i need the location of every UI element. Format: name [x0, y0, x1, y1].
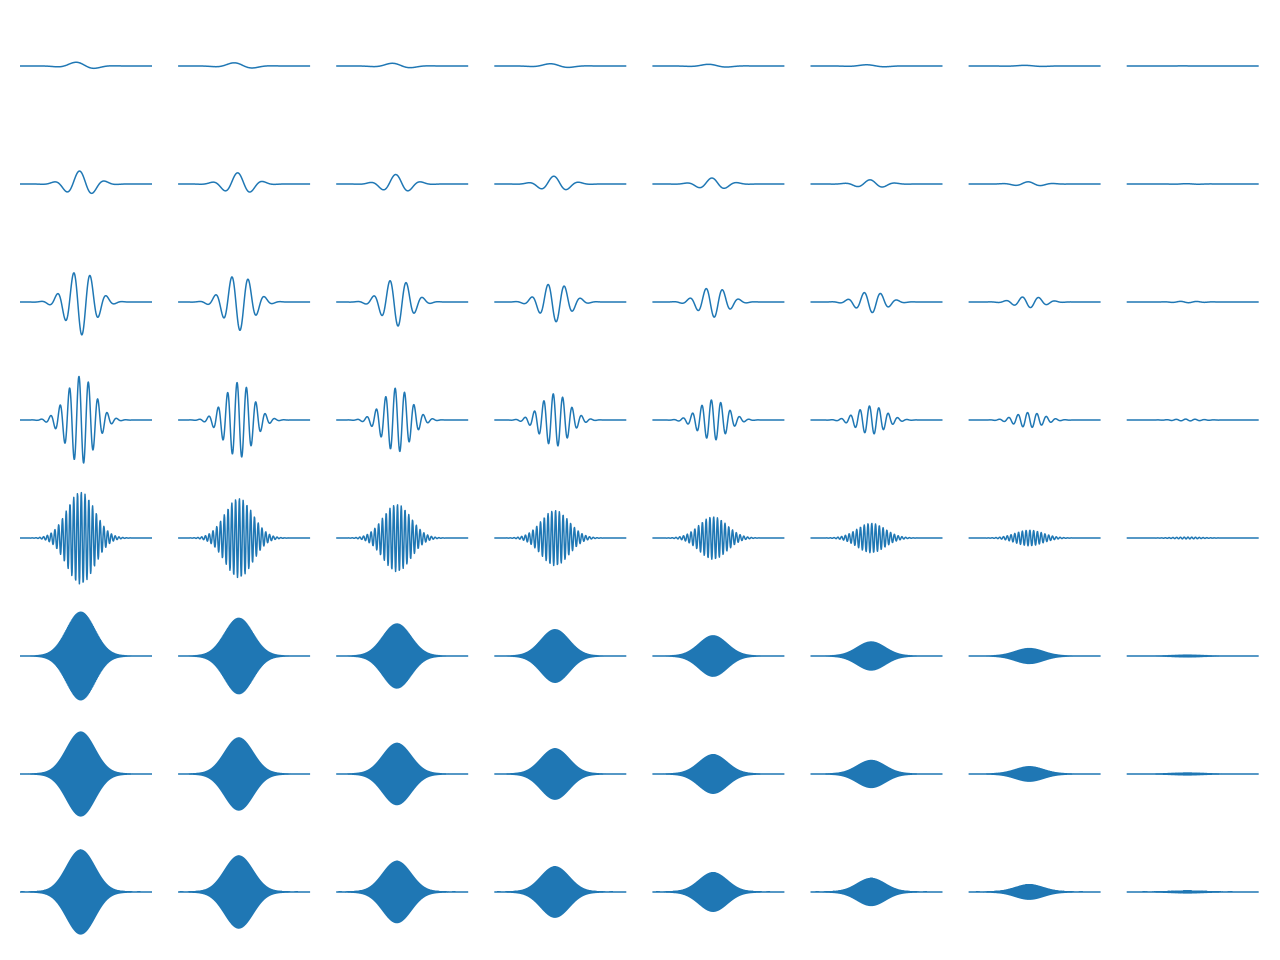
wave-line [335, 623, 469, 689]
wave-line [493, 510, 627, 567]
wave-line [1125, 772, 1260, 776]
wave-line [651, 872, 786, 912]
wave-line [19, 849, 153, 935]
wave-line [968, 296, 1102, 309]
wave-line [1126, 418, 1260, 422]
wave-line [651, 399, 785, 441]
wave-line [19, 272, 153, 336]
wave-line [177, 855, 311, 929]
wave-line [493, 748, 628, 800]
wave-line [19, 611, 153, 701]
wave-line [177, 381, 311, 458]
wave-line [967, 884, 1102, 900]
wave-line [335, 279, 469, 327]
wave-line [810, 64, 943, 68]
wave-line [335, 742, 469, 806]
wave-line [809, 641, 944, 671]
wave-line [177, 172, 311, 193]
wave-line [19, 731, 153, 817]
wave-line [177, 617, 311, 695]
wave-line [809, 759, 944, 789]
wave-line [493, 629, 627, 683]
wave-line [177, 737, 311, 811]
wave-line [1126, 536, 1260, 540]
wave-line [968, 64, 1102, 68]
wave-line [335, 62, 469, 69]
wave-line [177, 276, 311, 332]
wave-line [19, 61, 153, 70]
wave-line [493, 866, 628, 918]
wave-line [651, 635, 786, 677]
wave-line [493, 393, 627, 447]
wave-line [809, 877, 944, 907]
wave-line [810, 522, 943, 554]
wave-line [493, 283, 627, 323]
wave-line [967, 647, 1102, 665]
wave-line [1126, 300, 1260, 304]
wave-line [335, 173, 469, 192]
wave-line [335, 387, 469, 453]
wave-line [651, 63, 785, 68]
wave-line [19, 375, 153, 464]
wave-line [651, 754, 786, 794]
wave-line [810, 405, 943, 435]
wave-line [651, 177, 785, 190]
wave-line [335, 504, 469, 573]
wave-line [19, 170, 153, 195]
wave-line [1126, 182, 1260, 185]
wave-line [493, 63, 627, 69]
wave-line [1125, 890, 1260, 894]
wave-line [968, 411, 1102, 429]
wave-line [810, 179, 943, 188]
wave-line [651, 287, 785, 318]
wave-line [177, 62, 311, 69]
wave-line [335, 860, 469, 924]
wave-line [810, 291, 943, 314]
wave-line [493, 175, 627, 191]
wave-line [651, 516, 785, 560]
wave-line [1126, 654, 1260, 658]
wave-line [968, 529, 1102, 547]
wave-line [968, 181, 1102, 187]
wave-line [19, 491, 153, 585]
wave-line [967, 766, 1102, 782]
wave-line [177, 498, 311, 579]
